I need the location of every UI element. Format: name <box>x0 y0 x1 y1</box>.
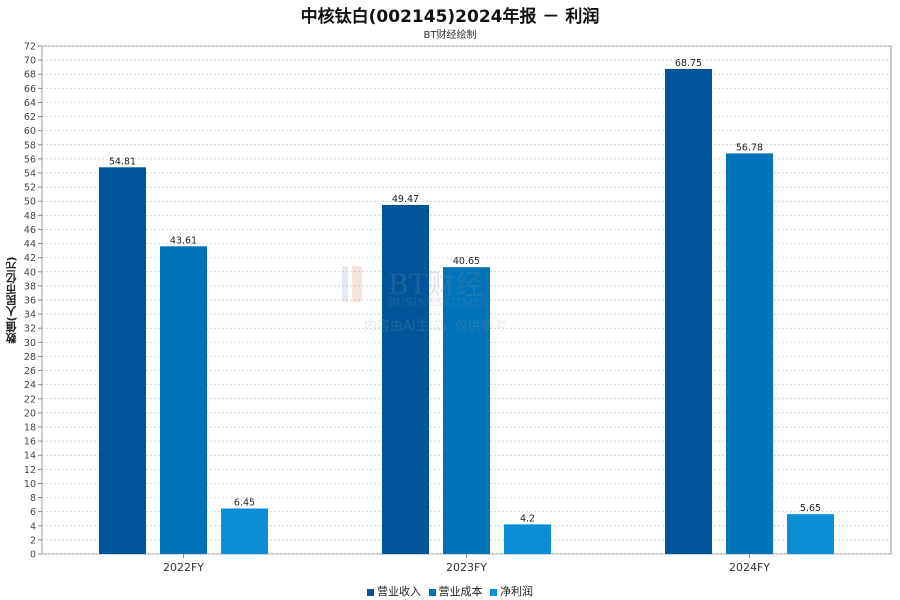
y-tick-label: 6 <box>30 507 36 518</box>
y-tick-label: 42 <box>24 253 36 264</box>
data-label: 6.45 <box>234 497 255 508</box>
y-tick-label: 16 <box>24 437 36 448</box>
y-tick-label: 60 <box>24 126 36 137</box>
y-tick-label: 32 <box>24 324 36 335</box>
y-tick-label: 8 <box>30 493 36 504</box>
bar-净利润-2023FY <box>504 524 551 554</box>
y-tick-label: 24 <box>24 380 36 391</box>
legend-item-revenue[interactable]: 营业收入 <box>367 583 421 599</box>
y-tick-label: 56 <box>24 154 36 165</box>
x-tick-label: 2024FY <box>729 561 770 574</box>
y-tick-label: 28 <box>24 352 36 363</box>
x-tick-label: 2023FY <box>446 561 487 574</box>
y-tick-label: 30 <box>24 338 36 349</box>
y-tick-label: 44 <box>24 239 36 250</box>
legend-label-net-profit: 净利润 <box>500 585 533 598</box>
y-tick-label: 62 <box>24 112 36 123</box>
y-tick-label: 34 <box>24 310 36 321</box>
data-label: 56.78 <box>736 142 763 153</box>
y-tick-label: 64 <box>24 98 36 109</box>
y-tick-label: 10 <box>24 479 36 490</box>
y-tick-label: 54 <box>24 169 36 180</box>
y-tick-label: 22 <box>24 394 36 405</box>
y-tick-label: 72 <box>24 42 36 53</box>
data-label: 40.65 <box>453 256 480 267</box>
legend: 营业收入 营业成本 净利润 <box>0 583 900 599</box>
y-tick-label: 40 <box>24 267 36 278</box>
y-tick-label: 12 <box>24 465 36 476</box>
y-tick-label: 66 <box>24 84 36 95</box>
y-tick-label: 48 <box>24 211 36 222</box>
legend-item-net-profit[interactable]: 净利润 <box>490 583 533 599</box>
legend-label-cost: 营业成本 <box>438 585 483 598</box>
y-tick-label: 14 <box>24 451 36 462</box>
bar-营业收入-2024FY <box>665 68 712 555</box>
data-label: 4.2 <box>520 513 535 524</box>
y-tick-label: 4 <box>30 521 36 532</box>
chart-title: 中核钛白(002145)2024年报 － 利润 <box>300 7 600 27</box>
bar-营业收入-2023FY <box>382 204 429 554</box>
bar-营业成本-2024FY <box>726 153 773 554</box>
bar-净利润-2022FY <box>221 508 268 554</box>
y-tick-label: 36 <box>24 296 36 307</box>
legend-label-revenue: 营业收入 <box>377 585 421 598</box>
y-tick-label: 20 <box>24 408 36 419</box>
y-tick-label: 26 <box>24 366 36 377</box>
data-label: 54.81 <box>109 156 136 167</box>
y-tick-label: 18 <box>24 423 36 434</box>
y-tick-label: 70 <box>24 56 36 67</box>
bar-营业收入-2022FY <box>99 167 146 554</box>
y-tick-label: 50 <box>24 197 36 208</box>
y-tick-label: 68 <box>24 70 36 81</box>
legend-item-cost[interactable]: 营业成本 <box>428 583 483 599</box>
legend-swatch-net-profit <box>490 588 497 596</box>
y-tick-label: 58 <box>24 140 36 151</box>
y-tick-label: 52 <box>24 183 36 194</box>
bar-净利润-2024FY <box>787 514 834 554</box>
bar-营业成本-2022FY <box>160 246 207 554</box>
bar-营业成本-2023FY <box>443 267 490 554</box>
y-tick-label: 46 <box>24 225 36 236</box>
chart-subtitle: BT财经绘制 <box>423 30 477 41</box>
y-tick-label: 2 <box>30 535 36 546</box>
y-tick-label: 38 <box>24 281 36 292</box>
data-label: 43.61 <box>170 235 197 246</box>
x-tick-label: 2022FY <box>163 561 204 574</box>
data-label: 49.47 <box>392 194 419 205</box>
y-tick-label: 0 <box>30 550 36 561</box>
legend-swatch-cost <box>428 588 436 596</box>
data-label: 5.65 <box>800 503 821 514</box>
legend-swatch-revenue <box>367 588 374 596</box>
data-label: 68.75 <box>675 58 702 69</box>
